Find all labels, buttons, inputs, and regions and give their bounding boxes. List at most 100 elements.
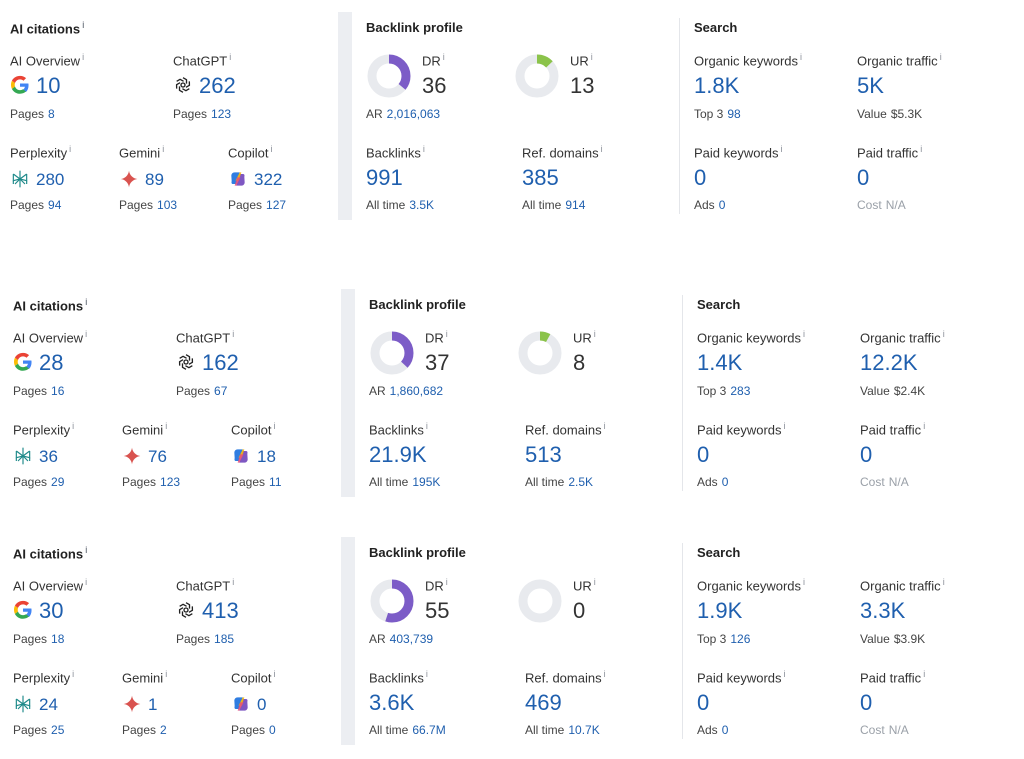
- paid-keywords-label: Paid keywords i: [694, 144, 783, 161]
- backlinks-value[interactable]: 21.9K: [369, 442, 427, 467]
- info-icon[interactable]: i: [72, 421, 75, 431]
- ai-overview-value[interactable]: 10: [10, 73, 60, 99]
- info-icon[interactable]: i: [445, 329, 448, 339]
- chatgpt-value[interactable]: 262: [173, 73, 236, 99]
- paid-keywords-label: Paid keywords i: [697, 669, 786, 686]
- paid-keywords-value[interactable]: 0: [697, 690, 710, 715]
- perplexity-pages: Pages 94: [10, 198, 62, 212]
- ref-domains-value[interactable]: 513: [525, 442, 562, 467]
- info-icon[interactable]: i: [165, 669, 168, 679]
- info-icon[interactable]: i: [273, 669, 276, 679]
- organic-traffic-value[interactable]: 5K: [857, 73, 884, 98]
- openai-icon: [176, 600, 196, 620]
- info-icon[interactable]: i: [593, 329, 596, 339]
- ref-domains-value[interactable]: 469: [525, 690, 562, 715]
- info-icon[interactable]: i: [603, 669, 606, 679]
- info-icon[interactable]: i: [82, 52, 85, 62]
- info-icon[interactable]: i: [590, 52, 593, 62]
- info-icon[interactable]: i: [600, 144, 603, 154]
- info-icon[interactable]: i: [939, 52, 942, 62]
- info-icon[interactable]: i: [603, 421, 606, 431]
- organic-traffic-value[interactable]: 12.2K: [860, 350, 918, 375]
- ref-domains-value[interactable]: 385: [522, 165, 559, 190]
- copilot-value[interactable]: 18: [231, 444, 276, 470]
- paid-traffic-label: Paid traffic i: [857, 144, 923, 161]
- backlinks-value[interactable]: 991: [366, 165, 403, 190]
- info-icon[interactable]: i: [85, 577, 88, 587]
- organic-traffic-value[interactable]: 3.3K: [860, 598, 906, 623]
- organic-keywords-value[interactable]: 1.9K: [697, 598, 743, 623]
- ref-domains-all-time: All time 2.5K: [525, 475, 594, 489]
- chatgpt-value[interactable]: 413: [176, 598, 239, 624]
- gemini-value[interactable]: 76: [122, 444, 167, 470]
- backlink-profile-title: Backlink profile: [366, 20, 463, 35]
- info-icon[interactable]: i: [803, 577, 806, 587]
- ur-value: 13: [570, 73, 595, 98]
- info-icon[interactable]: i: [85, 545, 88, 555]
- paid-keywords-value[interactable]: 0: [694, 165, 707, 190]
- info-icon[interactable]: i: [232, 577, 235, 587]
- info-icon[interactable]: i: [270, 144, 273, 154]
- organic-keywords-value[interactable]: 1.8K: [694, 73, 740, 98]
- organic-keywords-value[interactable]: 1.4K: [697, 350, 743, 375]
- info-icon[interactable]: i: [923, 421, 926, 431]
- donut-arc: [370, 331, 414, 375]
- ai-overview-pages: Pages 8: [10, 107, 55, 121]
- info-icon[interactable]: i: [69, 144, 72, 154]
- info-icon[interactable]: i: [425, 421, 428, 431]
- info-icon[interactable]: i: [229, 52, 232, 62]
- info-icon[interactable]: i: [593, 577, 596, 587]
- paid-keywords-value[interactable]: 0: [697, 442, 710, 467]
- info-icon[interactable]: i: [783, 669, 786, 679]
- copilot-value[interactable]: 0: [231, 692, 266, 718]
- info-icon[interactable]: i: [803, 329, 806, 339]
- paid-keywords-label: Paid keywords i: [697, 421, 786, 438]
- perplexity-value[interactable]: 36: [13, 444, 58, 470]
- perplexity-value[interactable]: 280: [10, 167, 64, 193]
- perplexity-value[interactable]: 24: [13, 692, 58, 718]
- copilot-icon: [231, 694, 251, 714]
- info-icon[interactable]: i: [442, 52, 445, 62]
- gemini-value[interactable]: 1: [122, 692, 157, 718]
- info-icon[interactable]: i: [942, 577, 945, 587]
- info-icon[interactable]: i: [422, 144, 425, 154]
- info-icon[interactable]: i: [780, 144, 783, 154]
- donut-track: [518, 331, 562, 375]
- section-divider: [341, 289, 355, 497]
- section-divider: [341, 537, 355, 745]
- cost-value: Cost N/A: [860, 475, 909, 489]
- info-icon[interactable]: i: [920, 144, 923, 154]
- ai-overview-value[interactable]: 30: [13, 598, 63, 624]
- info-icon[interactable]: i: [273, 421, 276, 431]
- info-icon[interactable]: i: [165, 421, 168, 431]
- site-overview-block: AI citations i AI Overview i 30 Pages 18 ChatG…: [3, 525, 1024, 745]
- gemini-label: Gemini i: [122, 669, 168, 686]
- info-icon[interactable]: i: [425, 669, 428, 679]
- copilot-icon: [231, 446, 251, 466]
- info-icon[interactable]: i: [232, 329, 235, 339]
- gemini-icon: [119, 169, 139, 189]
- gemini-icon: [122, 694, 142, 714]
- paid-traffic-value[interactable]: 0: [857, 165, 870, 190]
- backlinks-value[interactable]: 3.6K: [369, 690, 415, 715]
- paid-traffic-value[interactable]: 0: [860, 442, 873, 467]
- info-icon[interactable]: i: [800, 52, 803, 62]
- chatgpt-label: ChatGPT i: [176, 329, 235, 346]
- info-icon[interactable]: i: [445, 577, 448, 587]
- info-icon[interactable]: i: [923, 669, 926, 679]
- info-icon[interactable]: i: [162, 144, 165, 154]
- ai-overview-value[interactable]: 28: [13, 350, 63, 376]
- copilot-value[interactable]: 322: [228, 167, 282, 193]
- info-icon[interactable]: i: [85, 329, 88, 339]
- info-icon[interactable]: i: [85, 297, 88, 307]
- info-icon[interactable]: i: [72, 669, 75, 679]
- copilot-label: Copilot i: [231, 421, 276, 438]
- copilot-pages: Pages 0: [231, 723, 276, 737]
- chatgpt-value[interactable]: 162: [176, 350, 239, 376]
- ref-domains-label: Ref. domains i: [525, 669, 606, 686]
- info-icon[interactable]: i: [82, 20, 85, 30]
- paid-traffic-value[interactable]: 0: [860, 690, 873, 715]
- info-icon[interactable]: i: [942, 329, 945, 339]
- info-icon[interactable]: i: [783, 421, 786, 431]
- gemini-value[interactable]: 89: [119, 167, 164, 193]
